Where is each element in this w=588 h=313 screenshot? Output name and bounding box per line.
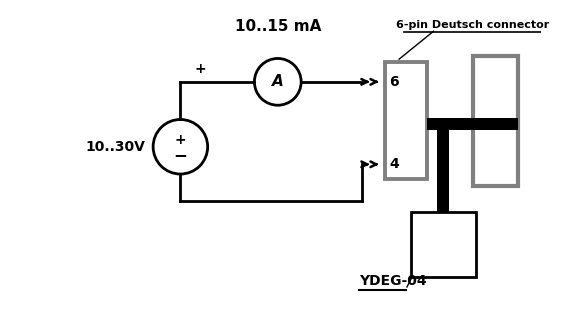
Bar	[411, 212, 476, 277]
Text: 4: 4	[389, 157, 399, 171]
Text: +: +	[195, 62, 206, 76]
Text: YDEG-04: YDEG-04	[359, 274, 426, 288]
Text: 6-pin Deutsch connector: 6-pin Deutsch connector	[396, 20, 549, 30]
Bar	[385, 62, 427, 179]
Text: +: +	[175, 133, 186, 146]
Bar	[437, 124, 449, 212]
Text: 10..30V: 10..30V	[85, 140, 145, 154]
Text: −: −	[173, 146, 188, 164]
Text: 10..15 mA: 10..15 mA	[235, 19, 321, 34]
Text: 6: 6	[389, 75, 399, 89]
Bar	[473, 56, 518, 186]
Bar	[427, 118, 518, 130]
Text: A: A	[272, 74, 283, 89]
